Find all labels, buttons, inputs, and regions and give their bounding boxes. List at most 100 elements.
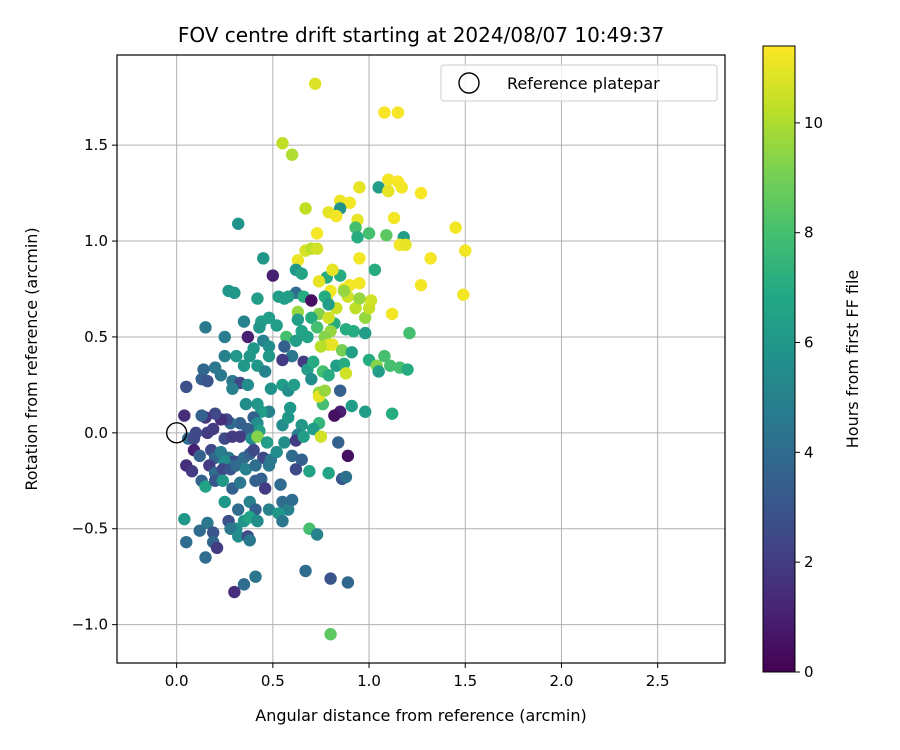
data-point	[339, 323, 353, 336]
data-point	[310, 227, 324, 240]
data-point	[380, 229, 393, 242]
data-point	[278, 436, 291, 449]
data-point	[307, 355, 320, 369]
data-point	[224, 522, 237, 535]
data-point	[305, 311, 318, 324]
data-point	[239, 397, 253, 411]
data-point	[251, 430, 264, 443]
data-point	[326, 338, 339, 351]
data-point	[237, 578, 251, 591]
data-point	[233, 417, 247, 430]
data-point	[233, 476, 247, 489]
data-point	[345, 346, 358, 359]
data-point	[310, 528, 324, 541]
data-point	[210, 541, 224, 555]
legend-label: Reference platepar	[507, 74, 660, 93]
data-point	[339, 367, 353, 380]
data-point	[251, 514, 264, 528]
data-point	[276, 353, 289, 367]
data-point	[322, 369, 335, 382]
data-point	[351, 231, 364, 244]
data-point	[359, 405, 372, 418]
data-point	[251, 292, 264, 305]
data-point	[424, 252, 437, 265]
data-point	[378, 349, 391, 363]
data-point	[449, 221, 462, 234]
data-point	[233, 430, 247, 443]
data-point	[295, 418, 308, 432]
x-tick-label: 2.5	[646, 672, 670, 690]
colorbar: 0 2 4 6 8 10 Hours from first FF file	[762, 45, 862, 681]
data-point	[193, 524, 206, 537]
colorbar-ticks: 0 2 4 6 8 10	[795, 114, 823, 681]
data-point	[218, 495, 231, 509]
data-point	[276, 514, 289, 528]
data-point	[322, 466, 335, 480]
colorbar-gradient	[762, 45, 796, 673]
data-point	[278, 292, 291, 305]
data-point	[291, 313, 305, 326]
data-point	[195, 409, 208, 422]
data-point	[251, 397, 264, 411]
data-point	[282, 411, 295, 424]
data-point	[414, 186, 428, 200]
data-point	[266, 269, 280, 282]
data-point	[332, 436, 345, 449]
data-point	[201, 426, 214, 440]
data-point	[207, 526, 220, 539]
data-point	[310, 321, 324, 334]
data-point	[241, 330, 255, 344]
data-point	[276, 137, 289, 150]
plot-frame	[116, 54, 726, 664]
colorbar-label: Hours from first FF file	[843, 270, 862, 449]
data-point	[353, 277, 366, 290]
data-point	[353, 292, 366, 305]
data-point	[258, 365, 272, 378]
data-point	[382, 184, 395, 198]
data-point	[241, 378, 255, 392]
colorbar-tick-label: 10	[804, 114, 823, 132]
data-point	[295, 453, 308, 466]
x-tick-label: 0.5	[261, 672, 285, 690]
data-point	[178, 409, 191, 422]
data-point	[197, 363, 210, 376]
data-points	[178, 77, 472, 641]
y-tick-label: 0.0	[84, 424, 108, 442]
colorbar-tick-label: 0	[804, 663, 814, 681]
data-point	[258, 482, 272, 495]
data-point	[185, 465, 199, 478]
data-point	[314, 340, 328, 353]
data-point	[230, 349, 243, 363]
data-point	[287, 378, 301, 392]
data-point	[282, 503, 295, 516]
y-axis-ticks: −1.0 −0.5 0.0 0.5 1.0 1.5	[72, 136, 117, 634]
data-point	[264, 382, 278, 395]
data-point	[299, 202, 312, 215]
data-point	[353, 252, 366, 265]
data-point	[243, 349, 256, 363]
data-point	[403, 326, 416, 340]
data-point	[232, 217, 245, 230]
legend-marker-icon	[458, 72, 480, 94]
data-point	[318, 384, 331, 397]
data-point	[387, 211, 401, 225]
data-point	[349, 301, 362, 315]
data-point	[285, 449, 299, 463]
data-point	[401, 363, 414, 376]
x-tick-label: 1.5	[453, 672, 477, 690]
data-point	[237, 359, 251, 372]
x-tick-label: 0.0	[165, 672, 189, 690]
data-point	[301, 330, 314, 344]
data-point	[291, 254, 305, 267]
data-point	[230, 459, 243, 472]
data-point	[228, 286, 241, 300]
data-point	[385, 307, 399, 321]
y-tick-label: 1.0	[84, 232, 108, 250]
data-point	[368, 263, 382, 277]
data-point	[262, 503, 276, 516]
data-point	[314, 430, 328, 443]
data-point	[289, 463, 303, 476]
data-point	[237, 315, 251, 328]
data-point	[308, 77, 322, 90]
